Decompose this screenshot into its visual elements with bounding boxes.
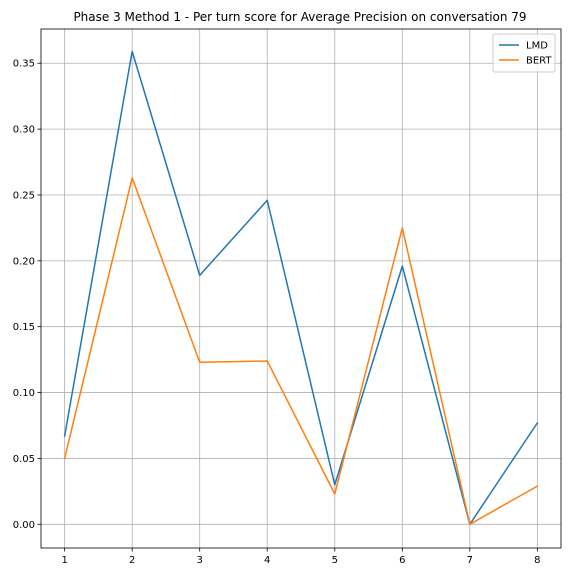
legend-label-lmd: LMD: [526, 41, 548, 52]
y-tick-label: 0.20: [13, 256, 35, 267]
x-tick-label: 6: [399, 555, 405, 566]
legend-label-bert: BERT: [526, 56, 552, 67]
grid-lines: [41, 29, 561, 548]
x-tick-label: 7: [467, 555, 473, 566]
y-tick-label: 0.25: [13, 190, 35, 201]
legend: LMD BERT: [492, 33, 556, 73]
chart-title: Phase 3 Method 1 - Per turn score for Av…: [73, 10, 526, 24]
y-tick-label: 0.15: [13, 322, 35, 333]
series-line-bert: [63, 177, 539, 526]
plot-frame: [40, 28, 562, 549]
series-lines: [63, 50, 539, 526]
legend-box: [492, 33, 556, 73]
axes: 1 2 3 4 5 6 7 8 0.00 0.05 0.10 0.15 0.20 0.25 0.30 0.35: [13, 28, 562, 566]
x-tick-label: 4: [264, 555, 270, 566]
x-tick-label: 2: [129, 555, 135, 566]
x-tick-label: 8: [534, 555, 540, 566]
y-tick-label: 0.30: [13, 125, 35, 136]
x-tick-label: 5: [332, 555, 338, 566]
y-tick-label: 0.10: [13, 388, 35, 399]
x-tick-label: 1: [61, 555, 67, 566]
y-tick-label: 0.05: [13, 454, 35, 465]
y-tick-label: 0.35: [13, 59, 35, 70]
x-tick-label: 3: [197, 555, 203, 566]
y-tick-label: 0.00: [13, 520, 35, 531]
series-line-lmd: [63, 50, 539, 526]
